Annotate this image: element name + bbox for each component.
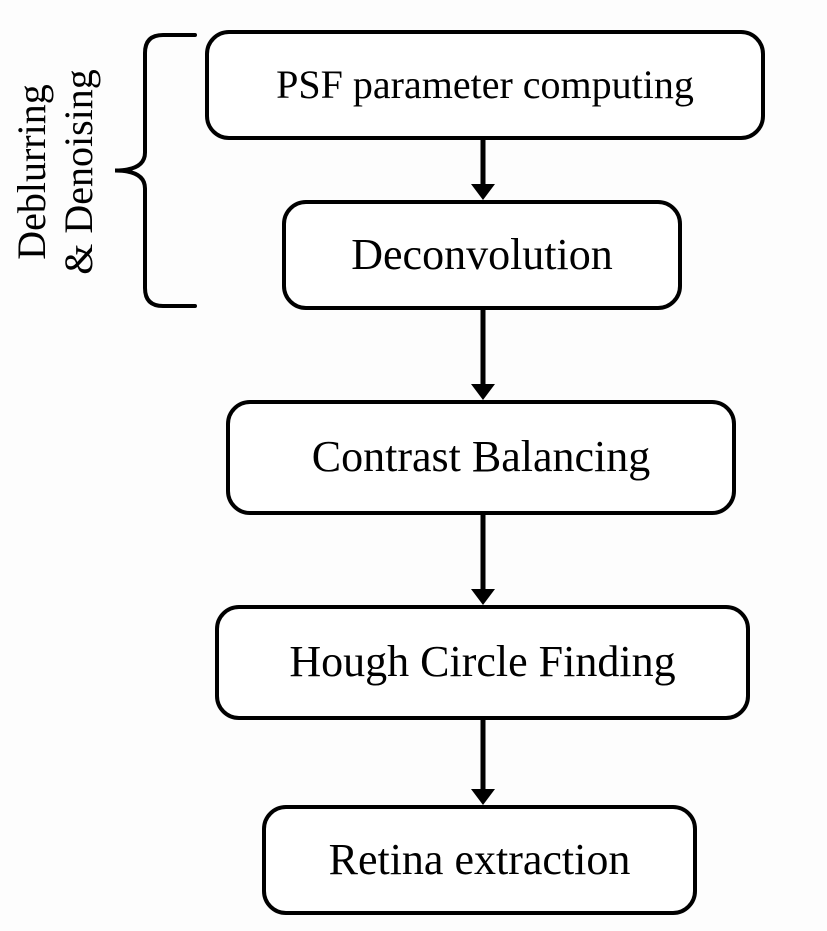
arrow-hough-to-retina — [463, 720, 503, 805]
side-label-deblurring-denoising: Deblurring & Denoising — [8, 22, 102, 322]
side-label-line2: & Denoising — [55, 22, 102, 322]
side-label-line1: Deblurring — [8, 22, 55, 322]
node-label: Hough Circle Finding — [289, 638, 675, 686]
node-hough-circle-finding: Hough Circle Finding — [215, 605, 750, 720]
node-retina-extraction: Retina extraction — [262, 805, 697, 915]
curly-bracket — [110, 30, 200, 311]
arrow-contrast-to-hough — [463, 515, 503, 605]
node-contrast-balancing: Contrast Balancing — [226, 400, 736, 515]
node-psf-parameter-computing: PSF parameter computing — [205, 30, 765, 140]
node-label: Deconvolution — [351, 231, 613, 279]
node-deconvolution: Deconvolution — [282, 200, 682, 310]
flowchart-canvas: Deblurring & Denoising PSF parameter com… — [0, 0, 827, 931]
node-label: Retina extraction — [329, 836, 631, 884]
arrow-deconv-to-contrast — [463, 310, 503, 400]
node-label: PSF parameter computing — [276, 63, 694, 107]
node-label: Contrast Balancing — [312, 433, 651, 481]
arrow-psf-to-deconv — [463, 140, 503, 200]
